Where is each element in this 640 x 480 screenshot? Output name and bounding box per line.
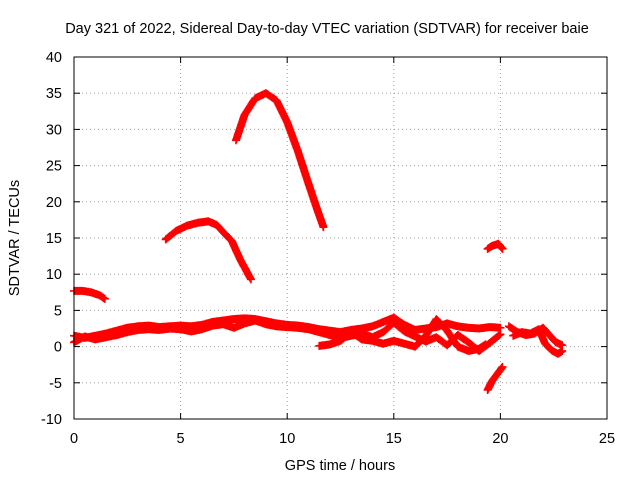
- chart-title: Day 321 of 2022, Sidereal Day-to-day VTE…: [65, 21, 589, 37]
- data-points: [161, 217, 255, 284]
- x-tick-label: 25: [599, 431, 615, 447]
- series-layer: [70, 89, 567, 394]
- ticks: 0 5 10 15 20 25 -10 -5 0 5 10 15 20 25 30 35 40: [41, 50, 615, 447]
- data-series: [509, 325, 567, 358]
- y-tick-label: 35: [46, 86, 62, 102]
- data-series: [483, 362, 507, 394]
- x-tick-label: 20: [492, 431, 508, 447]
- x-tick-label: 10: [279, 431, 295, 447]
- y-tick-label: 0: [54, 340, 62, 356]
- data-series: [315, 315, 490, 355]
- data-points: [232, 89, 328, 232]
- x-tick-label: 15: [386, 431, 402, 447]
- y-axis-label: SDTVAR / TECUs: [7, 180, 23, 296]
- y-tick-label: 10: [46, 267, 62, 283]
- x-tick-label: 0: [70, 431, 78, 447]
- data-series: [161, 217, 255, 284]
- x-axis-label: GPS time / hours: [285, 458, 395, 474]
- data-series: [232, 89, 328, 232]
- y-tick-label: -10: [41, 412, 62, 428]
- x-tick-label: 5: [177, 431, 185, 447]
- y-tick-label: -5: [49, 376, 62, 392]
- y-tick-label: 5: [54, 303, 62, 319]
- data-series: [483, 239, 507, 253]
- y-tick-label: 25: [46, 159, 62, 175]
- y-tick-label: 30: [46, 122, 62, 138]
- data-points: [483, 239, 507, 253]
- data-points: [315, 315, 490, 355]
- data-points: [509, 325, 567, 358]
- y-tick-label: 15: [46, 231, 62, 247]
- y-tick-label: 40: [46, 50, 62, 66]
- data-points: [483, 362, 507, 394]
- y-tick-label: 20: [46, 195, 62, 211]
